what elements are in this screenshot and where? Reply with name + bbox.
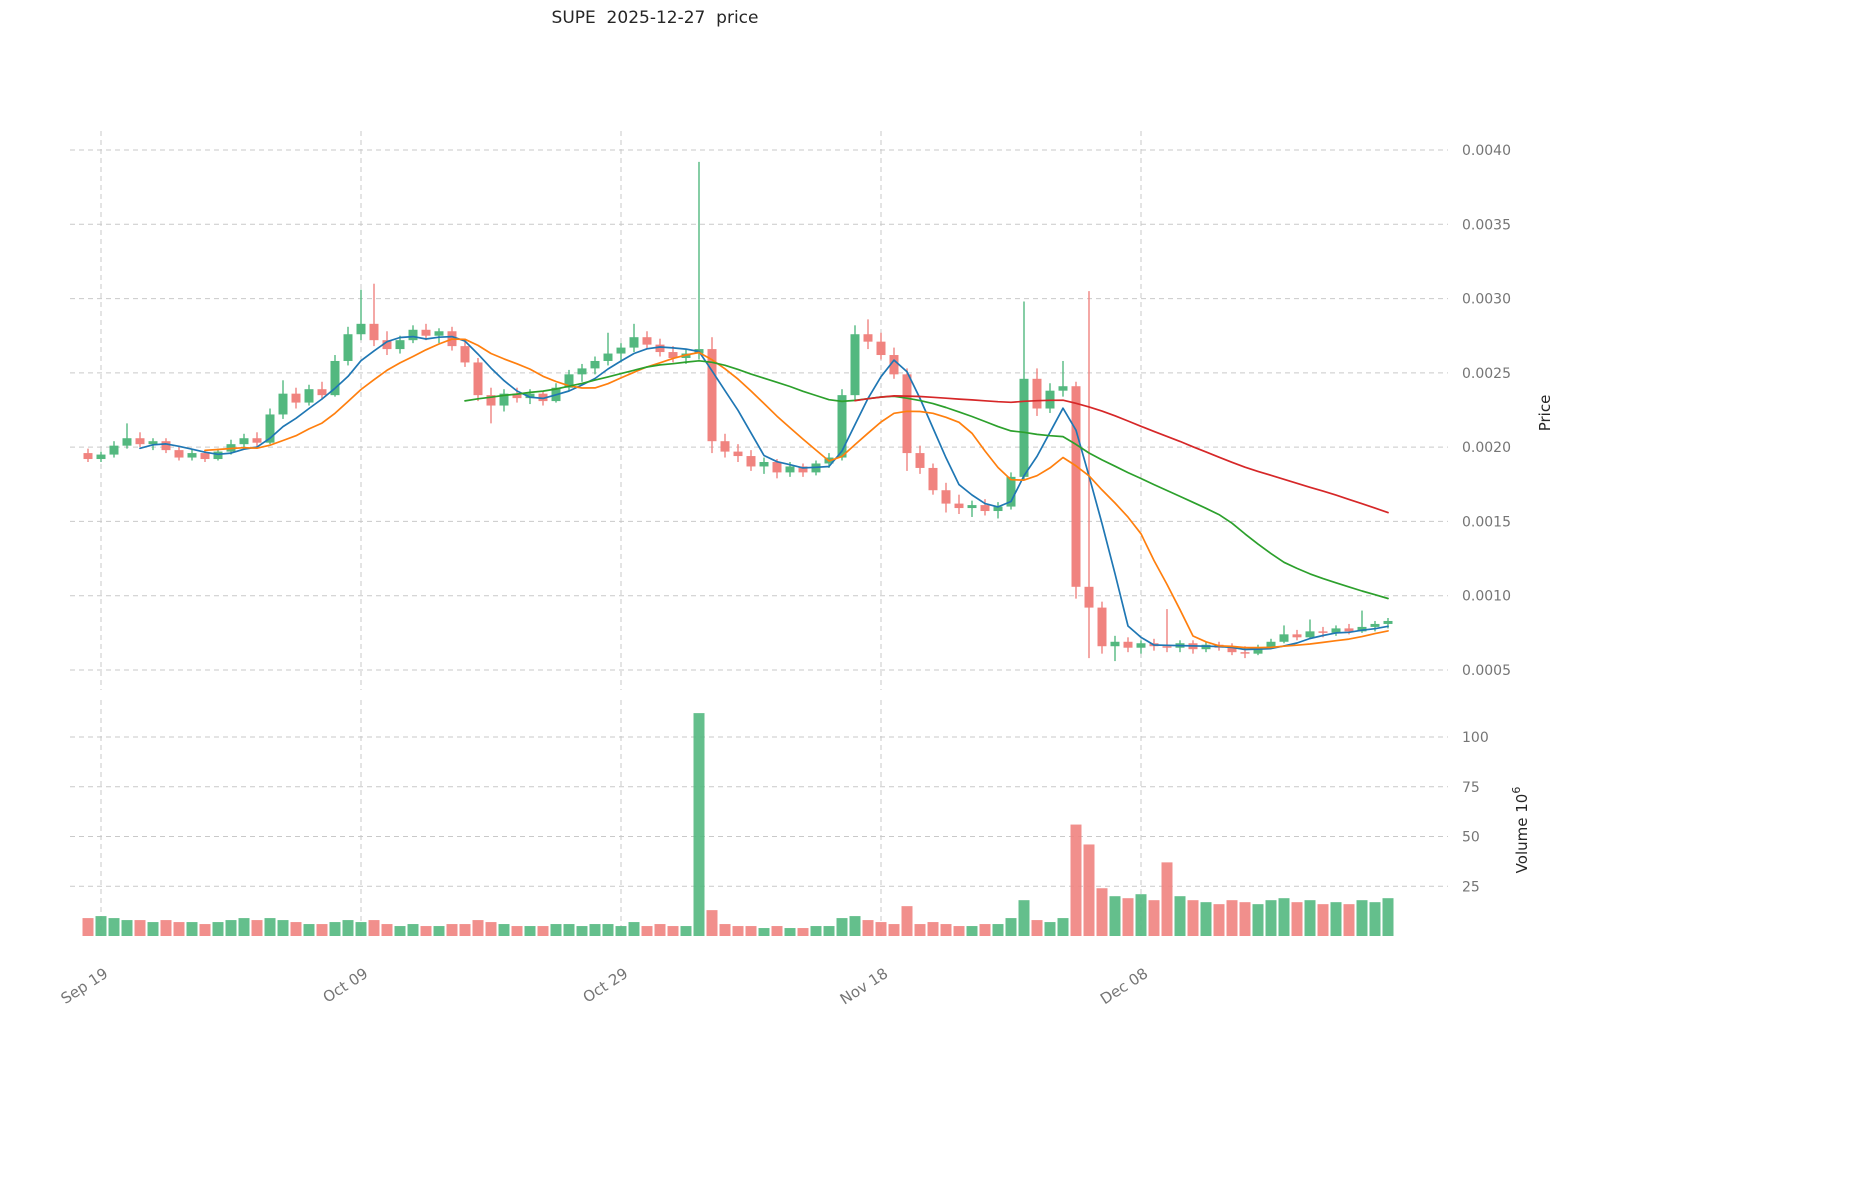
svg-text:25: 25 xyxy=(1462,879,1480,895)
svg-text:75: 75 xyxy=(1462,780,1480,796)
svg-text:Dec 08: Dec 08 xyxy=(1097,964,1151,1008)
volume-axis-label: Volume 106 xyxy=(1510,787,1531,874)
svg-text:0.0030: 0.0030 xyxy=(1462,292,1511,308)
svg-text:0.0020: 0.0020 xyxy=(1462,440,1511,456)
svg-text:0.0025: 0.0025 xyxy=(1462,366,1511,382)
svg-text:0.0040: 0.0040 xyxy=(1462,143,1511,159)
svg-text:100: 100 xyxy=(1462,730,1489,746)
svg-text:0.0005: 0.0005 xyxy=(1462,663,1511,679)
chart-title: SUPE 2025-12-27 price xyxy=(551,8,759,28)
svg-text:Oct 29: Oct 29 xyxy=(580,964,632,1006)
svg-text:Sep 19: Sep 19 xyxy=(58,964,112,1007)
svg-text:Oct 09: Oct 09 xyxy=(320,964,372,1006)
price-axis-label: Price xyxy=(1536,395,1554,432)
svg-text:Nov 18: Nov 18 xyxy=(837,964,891,1008)
svg-text:50: 50 xyxy=(1462,830,1480,846)
svg-text:0.0010: 0.0010 xyxy=(1462,589,1511,605)
svg-text:0.0015: 0.0015 xyxy=(1462,514,1511,530)
svg-text:0.0035: 0.0035 xyxy=(1462,217,1511,233)
